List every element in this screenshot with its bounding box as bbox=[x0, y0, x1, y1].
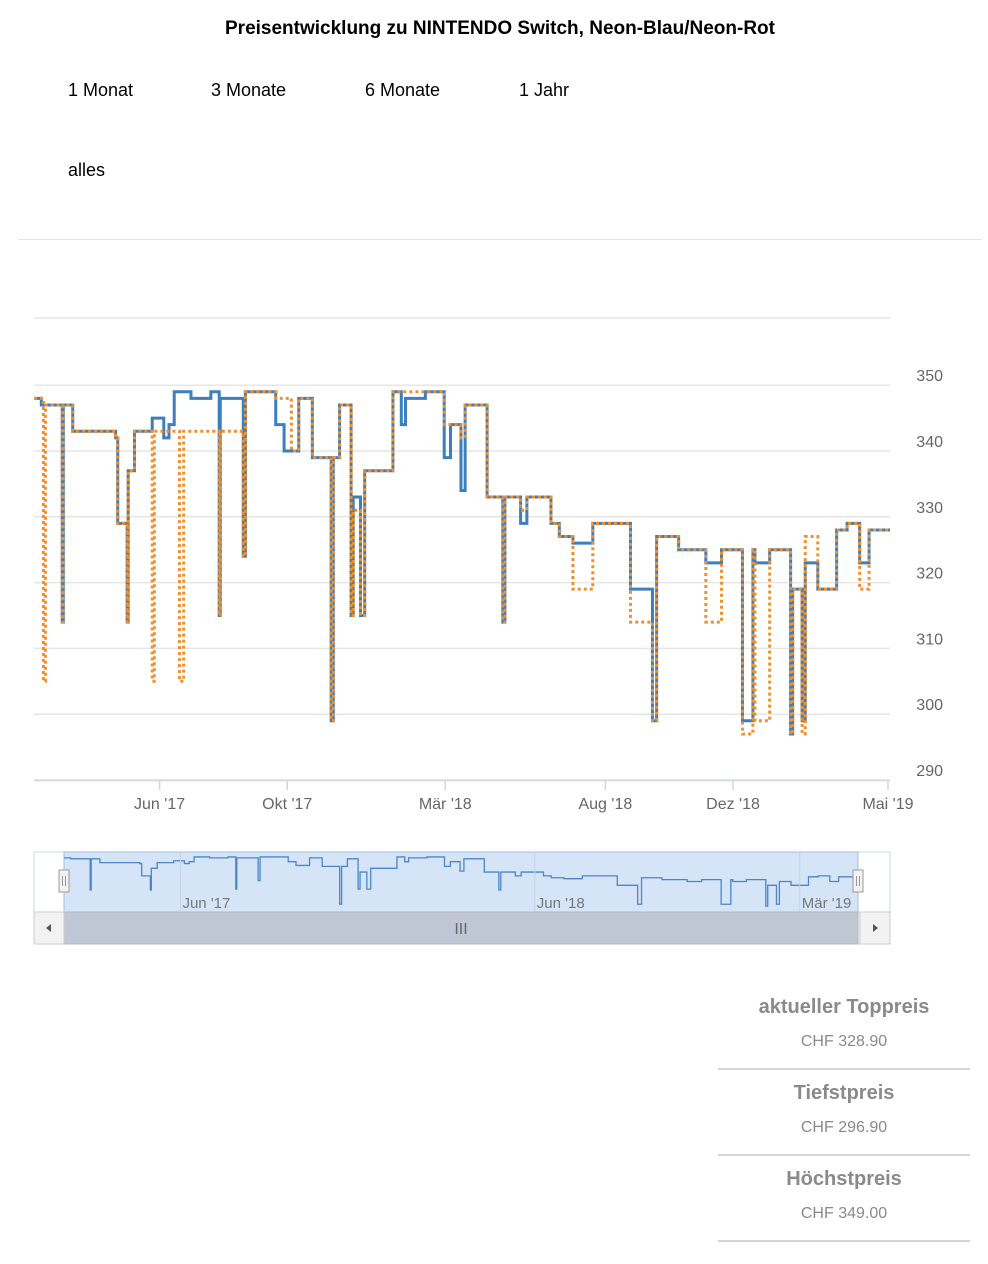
scrollbar-thumb[interactable] bbox=[63, 911, 859, 945]
scrollbar-grip: III bbox=[454, 921, 467, 938]
navigator-selection bbox=[63, 851, 859, 913]
stat-label: Tiefstpreis bbox=[793, 1082, 895, 1104]
stat-label: Höchstpreis bbox=[786, 1168, 902, 1190]
y-tick-label: 350 bbox=[916, 368, 943, 385]
stat-current-top-price: aktueller Toppreis CHF 328.90 bbox=[718, 990, 970, 1070]
navigator-tick-label: Jun '18 bbox=[537, 895, 585, 912]
navigator-series-line bbox=[64, 856, 858, 907]
x-tick-label: Mai '19 bbox=[862, 796, 913, 813]
x-axis-ticks: Jun '17 Okt '17 Mär '18 Aug '18 Dez '18 Mai '… bbox=[134, 780, 914, 813]
price-chart: 290 300 310 320 330 340 350 Jun '17 Okt '17 Mär … bbox=[33, 317, 943, 945]
navigator-tick-label: Jun '17 bbox=[182, 895, 230, 912]
x-tick-label: Dez '18 bbox=[706, 796, 760, 813]
x-tick-label: Mär '18 bbox=[419, 796, 472, 813]
arrow-left-icon bbox=[46, 924, 51, 932]
stat-label: aktueller Toppreis bbox=[758, 996, 930, 1018]
navigator-handle[interactable] bbox=[852, 869, 864, 893]
stat-value: CHF 296.90 bbox=[800, 1119, 888, 1136]
price-line-dotted bbox=[34, 390, 890, 736]
range-button-3-months[interactable]: 3 Monate bbox=[211, 80, 287, 100]
x-tick-label: Aug '18 bbox=[578, 796, 632, 813]
y-tick-label: 340 bbox=[916, 434, 943, 451]
chart-title: Preisentwicklung zu NINTENDO Switch, Neo… bbox=[225, 18, 775, 39]
range-button-1-year[interactable]: 1 Jahr bbox=[519, 80, 570, 100]
y-tick-label: 320 bbox=[916, 566, 943, 583]
navigator-tick-label: Mär '19 bbox=[802, 895, 852, 912]
range-button-all[interactable]: alles bbox=[68, 160, 106, 180]
chart-grid bbox=[34, 317, 890, 782]
stat-value: CHF 349.00 bbox=[800, 1205, 888, 1222]
price-stats: aktueller Toppreis CHF 328.90 Tiefstprei… bbox=[718, 990, 970, 1242]
y-tick-label: 310 bbox=[916, 631, 943, 648]
header-divider bbox=[18, 239, 982, 240]
range-button-6-months[interactable]: 6 Monate bbox=[365, 80, 441, 100]
scroll-left-button[interactable] bbox=[33, 911, 65, 945]
y-axis-ticks: 290 300 310 320 330 340 350 bbox=[916, 368, 943, 780]
navigator[interactable]: Jun '17 Jun '18 Mär '19 III bbox=[33, 851, 891, 945]
y-tick-label: 290 bbox=[916, 763, 943, 780]
arrow-right-icon bbox=[873, 924, 878, 932]
price-series bbox=[34, 390, 890, 736]
y-tick-label: 330 bbox=[916, 500, 943, 517]
y-tick-label: 300 bbox=[916, 697, 943, 714]
stat-lowest-price: Tiefstpreis CHF 296.90 bbox=[718, 1076, 970, 1156]
price-line-solid bbox=[34, 390, 890, 736]
navigator-handle[interactable] bbox=[58, 869, 70, 893]
stat-value: CHF 328.90 bbox=[800, 1033, 888, 1050]
x-tick-label: Jun '17 bbox=[134, 796, 185, 813]
stat-highest-price: Höchstpreis CHF 349.00 bbox=[718, 1162, 970, 1242]
x-tick-label: Okt '17 bbox=[262, 796, 312, 813]
range-button-1-month[interactable]: 1 Monat bbox=[68, 80, 134, 100]
